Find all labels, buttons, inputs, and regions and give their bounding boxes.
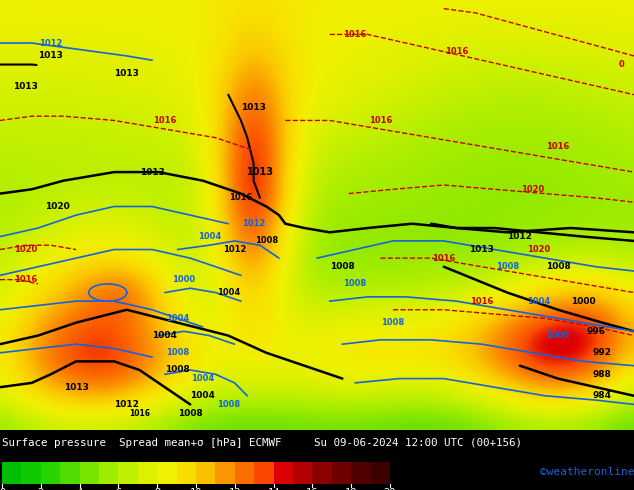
Text: 1004: 1004 <box>166 314 189 323</box>
Bar <box>177 462 196 484</box>
Text: 20: 20 <box>384 488 396 490</box>
Text: 1020: 1020 <box>527 245 550 254</box>
Text: 1004: 1004 <box>190 392 216 400</box>
Text: 1016: 1016 <box>547 142 569 151</box>
Text: 1016: 1016 <box>470 296 493 306</box>
Text: 1004: 1004 <box>217 288 240 297</box>
Text: 1008: 1008 <box>496 262 519 271</box>
Text: 1008: 1008 <box>217 400 240 409</box>
Text: 1020: 1020 <box>521 185 544 194</box>
Text: 1013: 1013 <box>469 245 495 254</box>
Text: ©weatheronline.co.uk: ©weatheronline.co.uk <box>540 467 634 477</box>
Bar <box>80 462 99 484</box>
Text: 1004: 1004 <box>198 232 221 241</box>
Text: 1013: 1013 <box>13 81 38 91</box>
Text: 18: 18 <box>345 488 358 490</box>
Text: 1012: 1012 <box>39 39 62 48</box>
Text: 2: 2 <box>37 488 44 490</box>
Text: 1013: 1013 <box>241 103 266 112</box>
Bar <box>313 462 332 484</box>
Bar <box>99 462 119 484</box>
Text: 1008: 1008 <box>255 236 278 245</box>
Bar <box>293 462 313 484</box>
Bar <box>351 462 371 484</box>
Text: 1008: 1008 <box>165 366 190 374</box>
Bar <box>254 462 274 484</box>
Text: 1012: 1012 <box>242 219 265 228</box>
Text: 1004: 1004 <box>152 331 178 340</box>
Text: 1020: 1020 <box>44 202 70 211</box>
Text: 0: 0 <box>0 488 5 490</box>
Text: 1000: 1000 <box>571 296 595 306</box>
Bar <box>216 462 235 484</box>
Bar <box>41 462 60 484</box>
Bar <box>371 462 390 484</box>
Text: 996: 996 <box>586 327 605 336</box>
Bar <box>196 462 216 484</box>
Text: 1016: 1016 <box>129 409 150 417</box>
Text: 984: 984 <box>593 392 612 400</box>
Text: 14: 14 <box>268 488 280 490</box>
Text: 1008: 1008 <box>344 279 366 289</box>
Text: 1016: 1016 <box>432 254 455 263</box>
Bar <box>119 462 138 484</box>
Text: 1013: 1013 <box>247 167 273 177</box>
Text: 1016: 1016 <box>14 275 37 284</box>
Text: 1008: 1008 <box>330 262 355 271</box>
Text: 1016: 1016 <box>153 116 176 125</box>
Text: 1008: 1008 <box>545 262 571 271</box>
Bar <box>60 462 80 484</box>
Bar <box>235 462 254 484</box>
Text: 1016: 1016 <box>230 194 252 202</box>
Bar <box>138 462 157 484</box>
Text: 1000: 1000 <box>547 331 569 340</box>
Text: 988: 988 <box>593 370 612 379</box>
Text: 1020: 1020 <box>14 245 37 254</box>
Text: 1016: 1016 <box>445 47 468 56</box>
Bar <box>274 462 293 484</box>
Text: 8: 8 <box>154 488 160 490</box>
Bar <box>157 462 177 484</box>
Text: 6: 6 <box>115 488 122 490</box>
Text: 4: 4 <box>77 488 82 490</box>
Text: 1004: 1004 <box>191 374 214 383</box>
Text: 0: 0 <box>618 60 624 69</box>
Text: 10: 10 <box>190 488 202 490</box>
Text: 1012: 1012 <box>114 400 139 409</box>
Text: 1008: 1008 <box>382 318 404 327</box>
Text: 1013: 1013 <box>63 383 89 392</box>
Text: 1012: 1012 <box>507 232 533 241</box>
Text: 1000: 1000 <box>172 275 195 284</box>
Bar <box>2 462 22 484</box>
Text: 1013: 1013 <box>114 69 139 77</box>
Text: 1016: 1016 <box>369 116 392 125</box>
Text: Surface pressure  Spread mean+σ [hPa] ECMWF     Su 09-06-2024 12:00 UTC (00+156): Surface pressure Spread mean+σ [hPa] ECM… <box>2 438 522 448</box>
Bar <box>22 462 41 484</box>
Text: 1008: 1008 <box>166 348 189 357</box>
Text: 1016: 1016 <box>344 30 366 39</box>
Text: 16: 16 <box>306 488 319 490</box>
Text: 1004: 1004 <box>527 296 550 306</box>
Text: 12: 12 <box>228 488 241 490</box>
Text: 1008: 1008 <box>178 409 203 417</box>
Text: 1013: 1013 <box>139 168 165 176</box>
Text: 992: 992 <box>593 348 612 357</box>
Text: 1012: 1012 <box>223 245 246 254</box>
Bar <box>332 462 351 484</box>
Text: 1013: 1013 <box>38 51 63 60</box>
